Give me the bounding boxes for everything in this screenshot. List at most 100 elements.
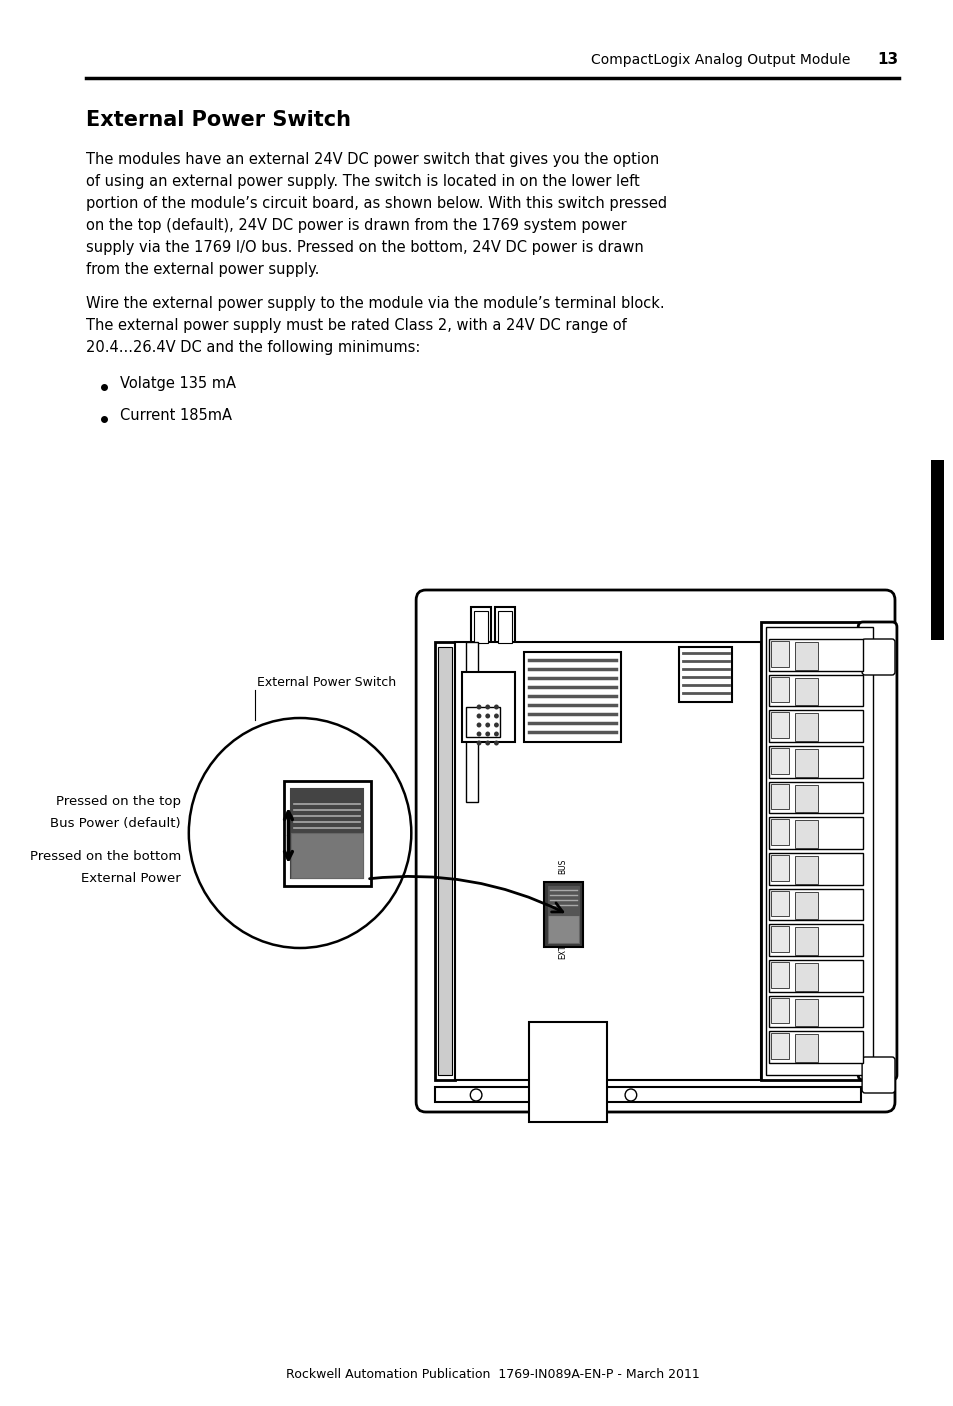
Text: Bus Power (default): Bus Power (default): [51, 817, 181, 830]
Bar: [768, 889, 862, 921]
Bar: [795, 713, 817, 741]
Text: Current 185mA: Current 185mA: [120, 408, 232, 423]
Text: EXT: EXT: [558, 945, 567, 959]
Text: supply via the 1769 I/O bus. Pressed on the bottom, 24V DC power is drawn: supply via the 1769 I/O bus. Pressed on …: [86, 240, 643, 254]
Bar: [768, 675, 862, 706]
Text: The external power supply must be rated Class 2, with a 24V DC range of: The external power supply must be rated …: [86, 318, 626, 333]
Bar: [768, 638, 862, 671]
FancyBboxPatch shape: [416, 591, 894, 1112]
Bar: [795, 1035, 817, 1062]
FancyBboxPatch shape: [858, 621, 896, 1080]
Bar: [497, 612, 512, 643]
Bar: [770, 998, 788, 1024]
Bar: [547, 914, 578, 943]
Bar: [768, 747, 862, 778]
Bar: [795, 891, 817, 920]
Circle shape: [476, 713, 481, 718]
Circle shape: [189, 718, 411, 948]
Bar: [770, 1033, 788, 1059]
Text: External Power Switch: External Power Switch: [86, 110, 351, 129]
Text: Volatge 135 mA: Volatge 135 mA: [120, 375, 236, 391]
Bar: [291, 832, 362, 877]
Bar: [795, 963, 817, 991]
Bar: [795, 998, 817, 1026]
Text: on the top (default), 24V DC power is drawn from the 1769 system power: on the top (default), 24V DC power is dr…: [86, 218, 626, 233]
Bar: [795, 856, 817, 883]
Bar: [524, 652, 620, 742]
Bar: [770, 748, 788, 773]
Text: from the external power supply.: from the external power supply.: [86, 262, 319, 277]
Bar: [435, 1087, 861, 1102]
Circle shape: [485, 704, 490, 710]
Circle shape: [485, 713, 490, 718]
Bar: [770, 676, 788, 703]
Bar: [795, 678, 817, 706]
Circle shape: [485, 731, 490, 737]
Bar: [770, 927, 788, 952]
Circle shape: [476, 741, 481, 745]
Bar: [291, 789, 362, 877]
Text: Wire the external power supply to the module via the module’s terminal block.: Wire the external power supply to the mo…: [86, 297, 664, 311]
Circle shape: [476, 704, 481, 710]
Bar: [768, 782, 862, 813]
Bar: [466, 707, 499, 737]
Text: External Power Switch: External Power Switch: [256, 675, 395, 689]
Bar: [283, 780, 371, 886]
Circle shape: [476, 731, 481, 737]
Bar: [474, 612, 487, 643]
Text: 20.4...26.4V DC and the following minimums:: 20.4...26.4V DC and the following minimu…: [86, 340, 420, 354]
Bar: [768, 710, 862, 742]
Bar: [770, 820, 788, 845]
Bar: [768, 853, 862, 884]
Circle shape: [494, 741, 498, 745]
Bar: [438, 647, 452, 1076]
Bar: [770, 641, 788, 666]
Bar: [495, 607, 515, 647]
FancyBboxPatch shape: [862, 1057, 894, 1092]
Bar: [768, 817, 862, 849]
Text: The modules have an external 24V DC power switch that gives you the option: The modules have an external 24V DC powe…: [86, 152, 659, 167]
Bar: [930, 460, 943, 640]
FancyBboxPatch shape: [862, 638, 894, 675]
Bar: [547, 886, 578, 914]
Circle shape: [494, 731, 498, 737]
Circle shape: [624, 1090, 636, 1101]
Bar: [768, 1032, 862, 1063]
Bar: [795, 785, 817, 813]
Circle shape: [476, 723, 481, 727]
Bar: [466, 643, 477, 801]
Text: BUS: BUS: [558, 859, 567, 875]
Circle shape: [494, 713, 498, 718]
Text: of using an external power supply. The switch is located in on the lower left: of using an external power supply. The s…: [86, 174, 639, 188]
Bar: [795, 928, 817, 955]
Bar: [435, 643, 455, 1080]
Circle shape: [485, 741, 490, 745]
Bar: [768, 995, 862, 1028]
Text: Pressed on the top: Pressed on the top: [56, 794, 181, 807]
Bar: [461, 672, 515, 742]
Circle shape: [485, 723, 490, 727]
Bar: [795, 820, 817, 848]
Text: External Power: External Power: [81, 872, 181, 884]
Text: Pressed on the bottom: Pressed on the bottom: [30, 849, 181, 862]
Bar: [768, 960, 862, 991]
Bar: [795, 643, 817, 669]
Bar: [471, 607, 490, 647]
Bar: [795, 749, 817, 776]
Text: Rockwell Automation Publication  1769-IN089A-EN-P - March 2011: Rockwell Automation Publication 1769-IN0…: [285, 1368, 699, 1382]
Bar: [768, 924, 862, 956]
Text: CompactLogix Analog Output Module: CompactLogix Analog Output Module: [591, 53, 849, 67]
Circle shape: [494, 723, 498, 727]
Bar: [760, 621, 882, 1080]
Circle shape: [494, 704, 498, 710]
Bar: [529, 1022, 606, 1122]
Bar: [455, 643, 760, 1080]
Text: portion of the module’s circuit board, as shown below. With this switch pressed: portion of the module’s circuit board, a…: [86, 195, 667, 211]
Bar: [770, 783, 788, 810]
Text: 13: 13: [877, 52, 898, 67]
Bar: [770, 962, 788, 987]
Bar: [765, 627, 872, 1076]
Bar: [770, 890, 788, 917]
Bar: [679, 647, 732, 702]
Circle shape: [470, 1090, 481, 1101]
